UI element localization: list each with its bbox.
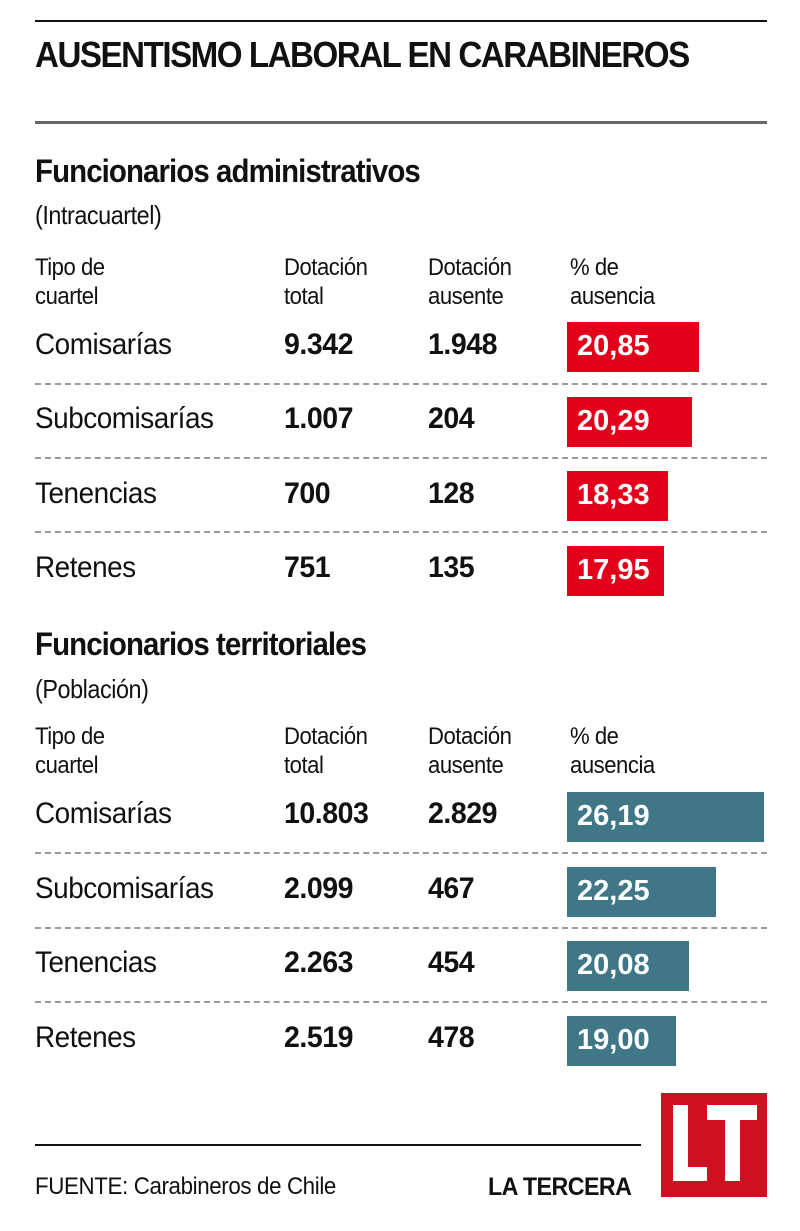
dotacion-ausente: 467 <box>428 872 475 905</box>
row-divider <box>35 531 767 533</box>
column-header-line: ausente <box>428 752 504 779</box>
column-header-line: Dotación <box>428 723 512 750</box>
dotacion-total: 9.342 <box>284 328 353 361</box>
dotacion-ausente: 454 <box>428 946 475 979</box>
row-label: Tenencias <box>35 946 157 979</box>
column-header: Dotación ausente <box>428 253 512 311</box>
column-header: % de ausencia <box>570 253 655 311</box>
column-header-line: % de <box>570 254 619 281</box>
row-divider <box>35 457 767 459</box>
dotacion-total: 10.803 <box>284 797 369 830</box>
dotacion-total: 751 <box>284 551 331 584</box>
column-header-line: total <box>284 752 324 779</box>
dotacion-ausente: 128 <box>428 477 475 510</box>
dotacion-total: 2.519 <box>284 1021 353 1054</box>
row-divider <box>35 927 767 929</box>
column-header-line: ausencia <box>570 283 655 310</box>
row-divider <box>35 1001 767 1003</box>
brand-name: LA TERCERA <box>488 1173 632 1201</box>
page-title: AUSENTISMO LABORAL EN CARABINEROS <box>35 34 690 75</box>
percent-bar: 20,08 <box>567 941 690 991</box>
percent-bar: 20,29 <box>567 397 693 447</box>
row-label: Subcomisarías <box>35 872 214 905</box>
row-label: Retenes <box>35 1021 136 1054</box>
percent-bar: 17,95 <box>567 546 664 596</box>
column-header-line: ausente <box>428 283 504 310</box>
column-header-line: Dotación <box>284 723 368 750</box>
percent-bar: 22,25 <box>567 867 716 917</box>
section-title: Funcionarios territoriales <box>35 626 367 662</box>
dotacion-total: 2.263 <box>284 946 353 979</box>
dotacion-total: 2.099 <box>284 872 353 905</box>
row-label: Comisarías <box>35 328 172 361</box>
dotacion-total: 1.007 <box>284 402 353 435</box>
dotacion-ausente: 204 <box>428 402 475 435</box>
column-header: Dotación total <box>284 722 368 780</box>
column-header-line: Tipo de <box>35 723 105 750</box>
column-header-line: Dotación <box>428 254 512 281</box>
row-label: Retenes <box>35 551 136 584</box>
column-header-line: Dotación <box>284 254 368 281</box>
title-divider <box>35 121 767 124</box>
row-divider <box>35 852 767 854</box>
section-subtitle: (Población) <box>35 674 149 704</box>
column-header: Tipo de cuartel <box>35 253 105 311</box>
dotacion-ausente: 2.829 <box>428 797 497 830</box>
dotacion-total: 700 <box>284 477 331 510</box>
percent-bar: 26,19 <box>567 792 764 842</box>
source-note: FUENTE: Carabineros de Chile <box>35 1173 336 1200</box>
column-header: Tipo de cuartel <box>35 722 105 780</box>
column-header-line: Tipo de <box>35 254 105 281</box>
la-tercera-logo <box>661 1093 767 1197</box>
column-header-line: cuartel <box>35 752 99 779</box>
row-label: Tenencias <box>35 477 157 510</box>
top-rule <box>35 20 767 22</box>
row-label: Subcomisarías <box>35 402 214 435</box>
column-header: Dotación total <box>284 253 368 311</box>
section-title: Funcionarios administrativos <box>35 153 421 189</box>
row-label: Comisarías <box>35 797 172 830</box>
column-header: % de ausencia <box>570 722 655 780</box>
dotacion-ausente: 1.948 <box>428 328 497 361</box>
percent-bar: 19,00 <box>567 1016 677 1066</box>
dotacion-ausente: 478 <box>428 1021 475 1054</box>
percent-label: 18,33 <box>577 479 650 511</box>
column-header-line: % de <box>570 723 619 750</box>
column-header: Dotación ausente <box>428 722 512 780</box>
footer-rule <box>35 1144 641 1146</box>
percent-label: 26,19 <box>577 800 650 832</box>
column-header-line: cuartel <box>35 283 99 310</box>
percent-label: 20,08 <box>577 949 650 981</box>
percent-label: 20,85 <box>577 330 650 362</box>
column-header-line: ausencia <box>570 752 655 779</box>
percent-bar: 18,33 <box>567 471 669 521</box>
row-divider <box>35 383 767 385</box>
dotacion-ausente: 135 <box>428 551 475 584</box>
percent-label: 17,95 <box>577 554 650 586</box>
percent-label: 20,29 <box>577 405 650 437</box>
percent-label: 19,00 <box>577 1024 650 1056</box>
percent-label: 22,25 <box>577 875 650 907</box>
column-header-line: total <box>284 283 324 310</box>
percent-bar: 20,85 <box>567 322 699 372</box>
section-subtitle: (Intracuartel) <box>35 200 162 230</box>
